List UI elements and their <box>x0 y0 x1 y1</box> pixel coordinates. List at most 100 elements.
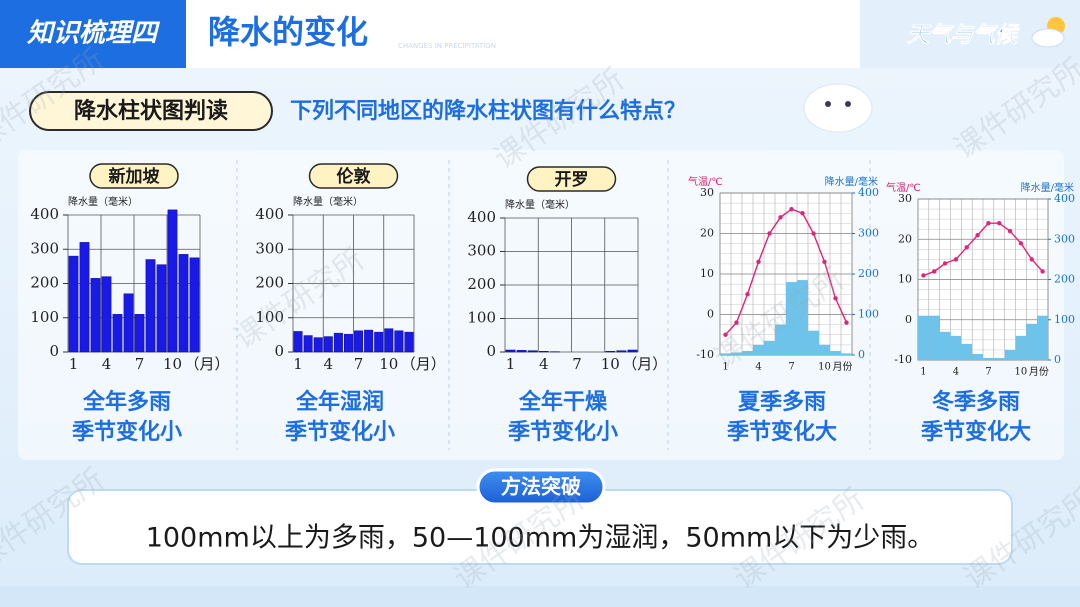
y2-tick-label: 300 <box>1054 232 1075 245</box>
y-tick-label: 10 <box>898 273 912 286</box>
point <box>953 257 959 262</box>
x-tick-label: 10 <box>1015 367 1028 378</box>
header-subtitle: CHANGES IN PRECIPITATION <box>398 42 496 50</box>
bar <box>928 315 940 360</box>
bar <box>384 328 394 353</box>
x-tick-label: 1 <box>506 355 516 373</box>
y-tick-label: 400 <box>255 205 284 223</box>
point <box>800 211 805 216</box>
x-tick-label: 1 <box>920 367 926 378</box>
bar <box>505 349 516 353</box>
bar <box>1015 335 1027 360</box>
x-tick-label: 4 <box>539 355 549 373</box>
point <box>778 215 783 220</box>
y-tick-label: 0 <box>49 342 59 360</box>
bar <box>993 357 1005 360</box>
bar <box>731 352 742 355</box>
chart-caption: 全年干燥 <box>518 389 608 415</box>
point <box>789 207 794 212</box>
footer-band <box>0 586 1080 607</box>
bar <box>68 255 79 353</box>
point <box>1029 257 1034 262</box>
bar <box>189 257 200 353</box>
bar <box>516 350 527 353</box>
bar <box>394 330 404 353</box>
y-tick-label: 200 <box>467 275 496 293</box>
bar <box>354 330 364 353</box>
bar <box>323 336 333 353</box>
bar <box>753 344 764 355</box>
bar <box>303 335 313 353</box>
x-tick-label: 1 <box>69 355 79 373</box>
x-tick-label: 10 <box>818 362 831 373</box>
y2-tick-label: 0 <box>858 348 865 361</box>
y-tick-label: 200 <box>30 274 59 292</box>
mascot-eye <box>845 101 851 107</box>
x-tick-label: 7 <box>788 362 794 373</box>
chart-title-box <box>308 163 399 189</box>
brand: 天气与气候 <box>907 23 1020 48</box>
bar <box>1026 323 1038 360</box>
bar <box>293 331 303 353</box>
bar <box>605 351 616 353</box>
bar <box>961 343 973 360</box>
bar <box>720 353 731 355</box>
point <box>975 233 980 238</box>
bar <box>404 331 414 353</box>
cloud-icon <box>1031 28 1065 48</box>
bar <box>841 353 852 355</box>
y2-tick-label: 400 <box>858 186 879 199</box>
bar <box>627 349 638 353</box>
x-tick-label: 7 <box>985 367 991 378</box>
bar <box>742 350 753 355</box>
y2-tick-label: 200 <box>1054 273 1075 286</box>
chart-caption: 季节变化小 <box>285 419 395 445</box>
y-axis-label: 气温/℃ <box>688 175 723 188</box>
line <box>923 222 1044 277</box>
y-tick-label: 20 <box>898 232 912 245</box>
y-tick-label: 400 <box>30 205 59 223</box>
bar <box>343 333 353 353</box>
y-tick-label: 400 <box>467 208 496 226</box>
point <box>822 259 827 265</box>
x-axis-label: （月） <box>622 355 667 373</box>
x-tick-label: 10 <box>379 355 398 373</box>
y2-tick-label: 400 <box>1054 192 1075 205</box>
y-tick-label: 0 <box>707 308 714 321</box>
bar <box>918 315 929 360</box>
point <box>767 231 772 236</box>
y-tick-label: 10 <box>700 267 714 280</box>
point <box>942 261 948 266</box>
chart-caption: 季节变化大 <box>727 419 837 445</box>
bar <box>786 282 797 355</box>
y-tick-label: 0 <box>274 342 284 360</box>
bar <box>808 330 819 355</box>
bar <box>79 242 90 353</box>
bar <box>538 351 549 353</box>
bar <box>950 335 962 360</box>
y2-axis-label: 降水量/毫米 <box>825 175 878 188</box>
y-axis-label: 降水量（毫米） <box>505 198 575 211</box>
mascot-cloud <box>803 83 873 133</box>
y-tick-label: 30 <box>898 192 912 205</box>
y2-tick-label: 100 <box>1054 313 1075 326</box>
y-tick-label: -10 <box>894 353 912 366</box>
x-tick-label: 4 <box>953 367 959 378</box>
chart-caption: 冬季多雨 <box>932 389 1020 415</box>
bar <box>775 324 786 355</box>
x-tick-label: 10 <box>601 355 620 373</box>
point <box>1018 241 1024 246</box>
bar <box>145 259 156 353</box>
method-label-box <box>476 468 606 506</box>
bar <box>333 332 343 353</box>
x-tick-label: 7 <box>135 355 145 373</box>
bar <box>764 340 775 355</box>
line <box>724 208 848 336</box>
method-label: 方法突破 <box>501 475 581 499</box>
bar <box>797 280 808 355</box>
x-tick-label: 7 <box>354 355 364 373</box>
bar <box>112 314 123 353</box>
point <box>1040 269 1045 274</box>
point <box>833 296 838 301</box>
chart-title: 开罗 <box>555 170 589 190</box>
